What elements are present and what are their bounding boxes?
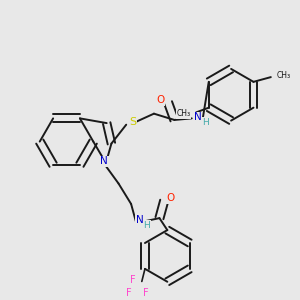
- Text: N: N: [136, 215, 143, 225]
- Text: N: N: [100, 156, 108, 167]
- Text: S: S: [129, 116, 136, 127]
- Text: O: O: [156, 95, 164, 105]
- Text: CH₃: CH₃: [277, 71, 291, 80]
- Text: N: N: [194, 112, 202, 122]
- Text: F: F: [126, 288, 131, 298]
- Text: F: F: [143, 288, 148, 298]
- Text: F: F: [130, 275, 136, 285]
- Text: H: H: [143, 220, 150, 230]
- Text: H: H: [202, 118, 209, 127]
- Text: O: O: [167, 193, 175, 203]
- Text: CH₃: CH₃: [176, 110, 190, 118]
